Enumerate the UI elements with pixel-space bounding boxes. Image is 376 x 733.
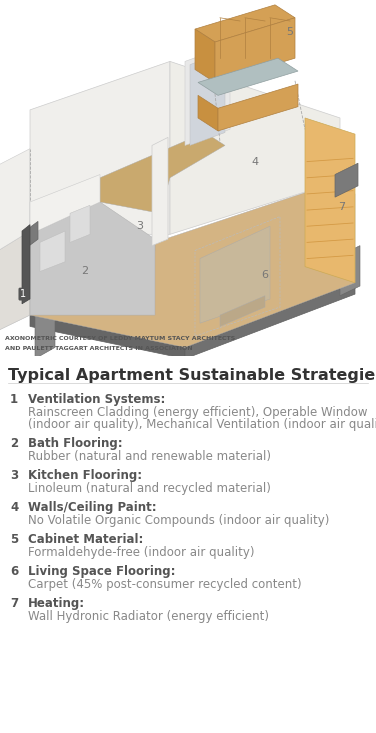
Text: 7: 7 <box>10 597 18 610</box>
Polygon shape <box>30 62 170 235</box>
Polygon shape <box>40 231 65 271</box>
Polygon shape <box>195 5 295 42</box>
Text: 3: 3 <box>10 468 18 482</box>
Polygon shape <box>195 29 215 82</box>
Polygon shape <box>100 133 225 213</box>
Text: Cabinet Material:: Cabinet Material: <box>28 532 143 545</box>
Text: 5: 5 <box>287 27 294 37</box>
Polygon shape <box>25 221 38 249</box>
Polygon shape <box>190 52 225 145</box>
Polygon shape <box>198 95 218 131</box>
Polygon shape <box>0 149 30 262</box>
Text: 7: 7 <box>338 202 346 212</box>
Polygon shape <box>30 181 355 347</box>
Text: Heating:: Heating: <box>28 597 85 610</box>
Text: 5: 5 <box>10 532 18 545</box>
Text: 3: 3 <box>136 221 144 231</box>
Text: Linoleum (natural and recycled material): Linoleum (natural and recycled material) <box>28 482 271 495</box>
Text: Kitchen Flooring:: Kitchen Flooring: <box>28 468 142 482</box>
Text: 1: 1 <box>20 289 26 299</box>
Polygon shape <box>170 62 340 235</box>
Polygon shape <box>70 205 90 243</box>
Polygon shape <box>215 18 295 82</box>
Polygon shape <box>152 137 168 246</box>
Text: 2: 2 <box>82 267 89 276</box>
Text: (indoor air quality), Mechanical Ventilation (indoor air quality): (indoor air quality), Mechanical Ventila… <box>28 418 376 430</box>
Text: Ventilation Systems:: Ventilation Systems: <box>28 392 165 405</box>
Polygon shape <box>218 84 298 131</box>
Text: AND PAULETT TAGGART ARCHITECTS IN ASSOCIATION: AND PAULETT TAGGART ARCHITECTS IN ASSOCI… <box>5 346 193 351</box>
Polygon shape <box>170 271 190 323</box>
Text: 4: 4 <box>10 501 18 514</box>
Polygon shape <box>200 226 270 323</box>
Text: 6: 6 <box>10 564 18 578</box>
Text: Rainscreen Cladding (energy efficient), Operable Window: Rainscreen Cladding (energy efficient), … <box>28 405 367 419</box>
Text: Bath Flooring:: Bath Flooring: <box>28 437 123 449</box>
Polygon shape <box>185 45 230 145</box>
Text: 2: 2 <box>10 437 18 449</box>
Text: Rubber (natural and renewable material): Rubber (natural and renewable material) <box>28 449 271 463</box>
Text: AXONOMETRIC COURTESY OF LEDDY MAYTUM STACY ARCHITECTS: AXONOMETRIC COURTESY OF LEDDY MAYTUM STA… <box>5 336 235 341</box>
Polygon shape <box>198 58 298 95</box>
Text: 4: 4 <box>252 157 259 166</box>
Text: 6: 6 <box>261 270 268 280</box>
Text: 1: 1 <box>10 392 18 405</box>
Text: Formaldehyde-free (indoor air quality): Formaldehyde-free (indoor air quality) <box>28 545 255 559</box>
Polygon shape <box>305 118 355 283</box>
Polygon shape <box>220 295 265 326</box>
Polygon shape <box>30 202 155 315</box>
Text: Wall Hydronic Radiator (energy efficient): Wall Hydronic Radiator (energy efficient… <box>28 610 269 622</box>
Polygon shape <box>335 163 358 197</box>
Polygon shape <box>22 224 30 303</box>
Text: Carpet (45% post-consumer recycled content): Carpet (45% post-consumer recycled conte… <box>28 578 302 591</box>
Polygon shape <box>30 315 185 358</box>
Polygon shape <box>35 303 55 358</box>
Polygon shape <box>0 231 30 339</box>
Polygon shape <box>340 246 360 295</box>
Text: Walls/Ceiling Paint:: Walls/Ceiling Paint: <box>28 501 157 514</box>
Polygon shape <box>185 283 355 358</box>
Text: Living Space Flooring:: Living Space Flooring: <box>28 564 176 578</box>
Polygon shape <box>30 251 355 347</box>
Text: Typical Apartment Sustainable Strategies: Typical Apartment Sustainable Strategies <box>8 367 376 383</box>
Text: No Volatile Organic Compounds (indoor air quality): No Volatile Organic Compounds (indoor ai… <box>28 514 329 526</box>
Polygon shape <box>30 174 100 235</box>
